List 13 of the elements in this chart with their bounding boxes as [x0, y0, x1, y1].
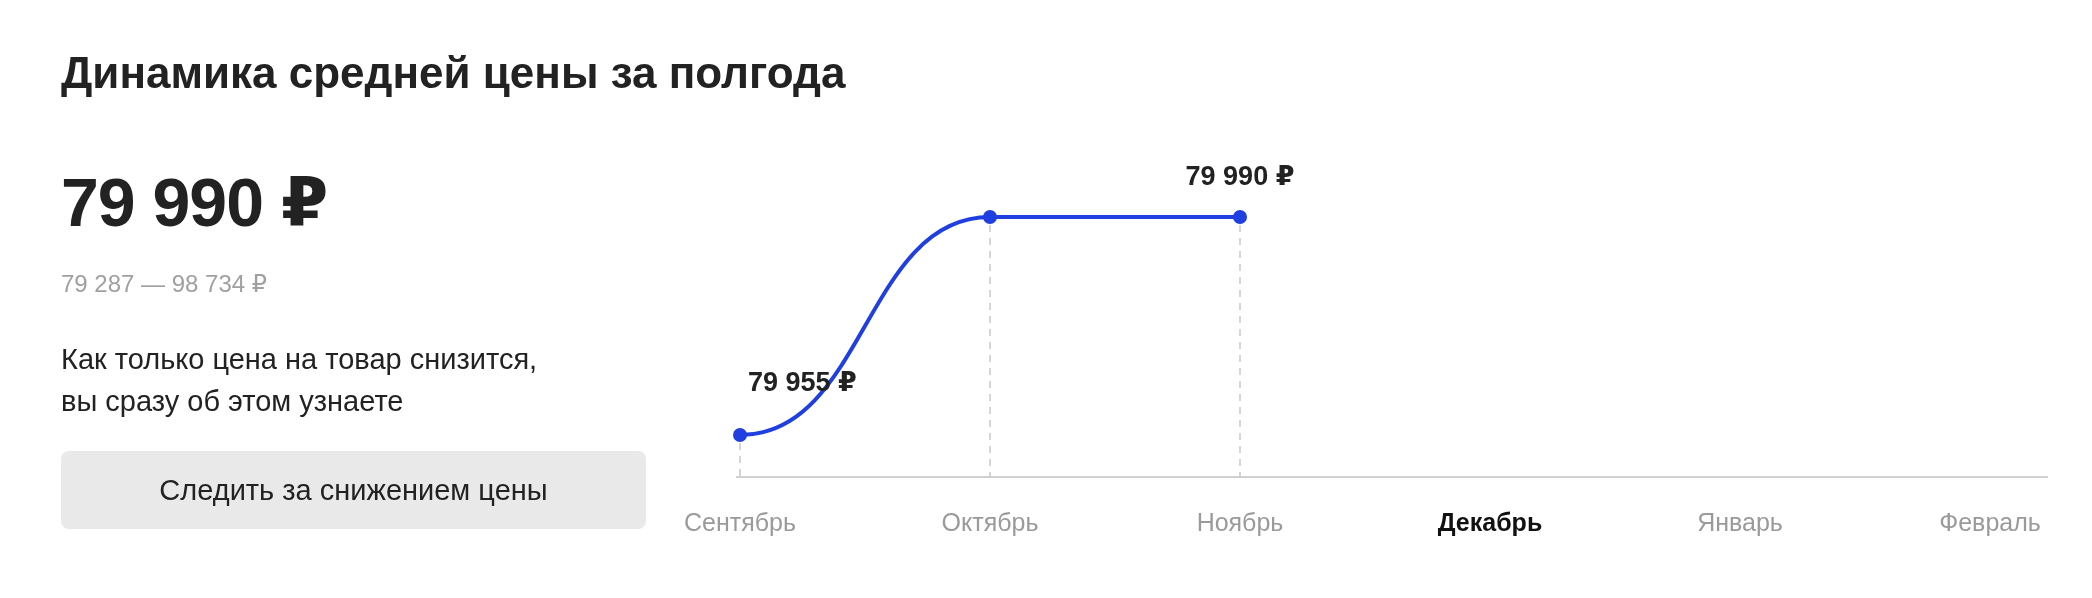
chart-title: Динамика средней цены за полгода — [61, 48, 846, 98]
data-label: 79 955 ₽ — [748, 367, 857, 397]
x-tick-label: Февраль — [1939, 508, 2041, 536]
button: Следить за снижением цены — [61, 451, 646, 529]
x-tick-label: Октябрь — [941, 508, 1039, 536]
x-tick-label: Сентябрь — [684, 508, 796, 536]
x-tick-label: Декабрь — [1437, 508, 1543, 536]
text: Как только цена на товар снизится, вы сразу об этом узнаете — [61, 342, 539, 419]
x-tick-label: Ноябрь — [1196, 508, 1284, 536]
text: 79 990 ₽ — [61, 163, 328, 242]
x-tick-label: Январь — [1697, 508, 1783, 536]
data-label: 79 990 ₽ — [1185, 161, 1295, 191]
text: 79 287 — 98 734 ₽ — [61, 270, 268, 298]
